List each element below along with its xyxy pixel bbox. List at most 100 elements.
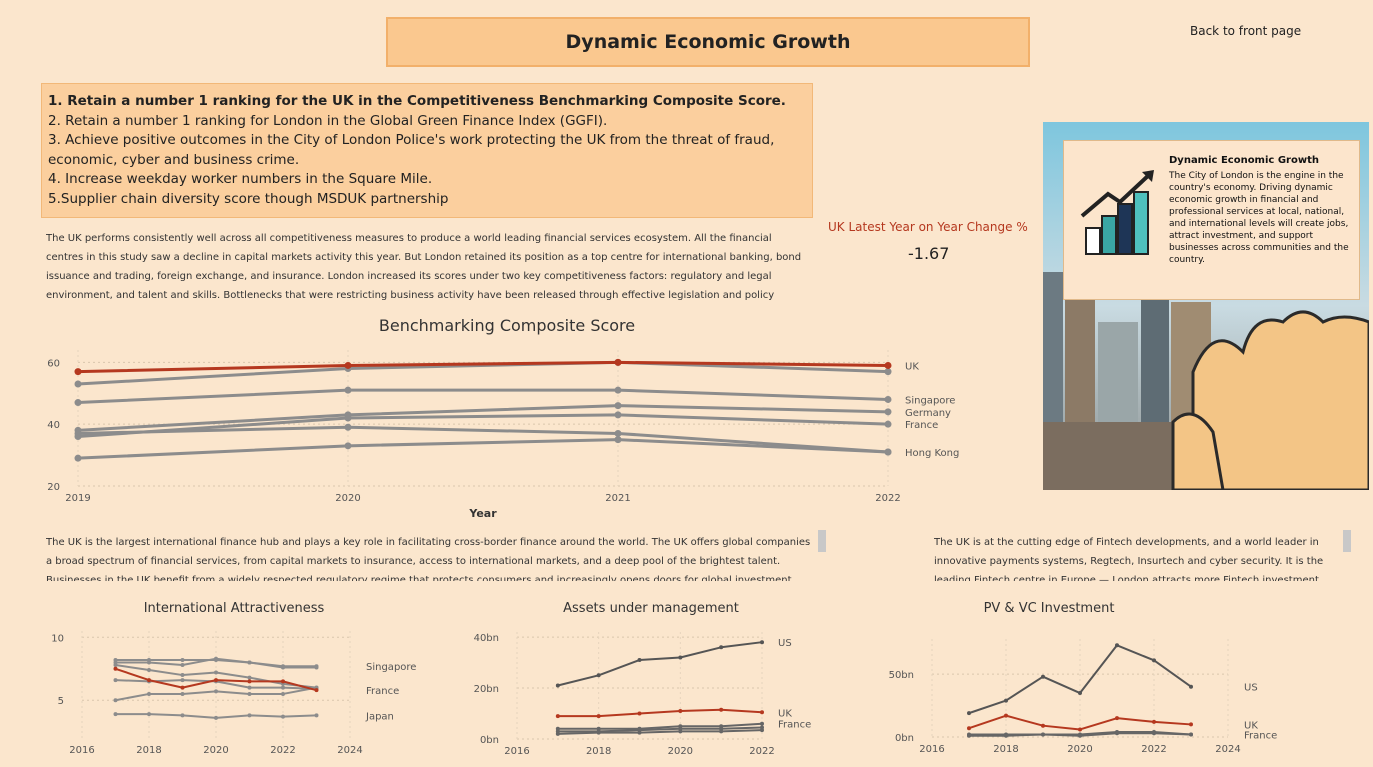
data-point	[1004, 698, 1008, 703]
data-point	[281, 685, 285, 690]
legend-label: Singapore	[905, 395, 955, 406]
data-point	[760, 710, 764, 715]
paragraph: The UK is at the cutting edge of Fintech…	[934, 537, 1324, 581]
page-title: Dynamic Economic Growth	[386, 17, 1030, 67]
data-point	[247, 691, 252, 696]
scrollbar[interactable]	[818, 530, 826, 552]
data-point	[74, 368, 82, 376]
data-point	[884, 408, 892, 416]
data-point	[967, 726, 971, 731]
legend-label: US	[778, 638, 792, 649]
x-tick-label: 2024	[1215, 744, 1240, 755]
data-point	[719, 645, 724, 650]
legend-label: Japan	[365, 711, 394, 722]
data-point	[344, 386, 352, 394]
legend-label: France	[905, 420, 938, 431]
data-point	[1115, 643, 1119, 648]
data-point	[281, 691, 285, 696]
data-point	[884, 448, 892, 456]
data-point	[678, 729, 683, 734]
info-card: Dynamic Economic Growth The City of Lond…	[1063, 140, 1360, 300]
legend-label: UK	[905, 361, 919, 372]
y-tick-label: 40bn	[474, 633, 499, 644]
series-line	[557, 641, 763, 687]
data-point	[344, 414, 352, 422]
data-point	[1041, 732, 1045, 737]
data-point	[637, 730, 642, 735]
data-point	[1004, 713, 1008, 718]
chart-title: PV & VC Investment	[984, 601, 1115, 616]
data-point	[180, 678, 185, 683]
x-tick-label: 2019	[65, 493, 90, 504]
chart-title: Assets under management	[563, 601, 739, 616]
data-point	[614, 358, 622, 366]
data-point	[719, 707, 724, 712]
data-point	[596, 673, 601, 678]
data-point	[247, 679, 252, 684]
data-point	[113, 698, 118, 703]
data-point	[884, 368, 892, 376]
data-point	[1004, 732, 1008, 737]
data-point	[180, 685, 185, 690]
data-point	[147, 691, 151, 696]
data-point	[637, 711, 642, 716]
card-text: The City of London is the engine in the …	[1169, 171, 1349, 265]
data-point	[678, 655, 683, 660]
data-point	[760, 728, 764, 733]
data-point	[1078, 727, 1082, 732]
series-line	[557, 722, 763, 730]
legend-label: France	[1244, 730, 1277, 741]
series-line	[557, 729, 763, 735]
data-point	[884, 395, 892, 403]
data-point	[555, 731, 560, 736]
data-point	[884, 361, 892, 369]
series-line	[968, 714, 1192, 731]
x-tick-label: 2022	[749, 746, 774, 757]
data-point	[74, 399, 82, 407]
series-line	[557, 726, 763, 733]
growth-icon	[1080, 170, 1154, 255]
data-point	[344, 423, 352, 431]
x-tick-label: 2016	[504, 746, 529, 757]
data-point	[614, 429, 622, 437]
y-tick-label: 60	[47, 358, 60, 369]
data-point	[596, 730, 601, 735]
objective: 4. Increase weekday worker numbers in th…	[48, 171, 433, 187]
scrollbar[interactable]	[1343, 530, 1351, 552]
data-point	[214, 670, 218, 675]
data-point	[214, 715, 218, 720]
x-tick-label: 2022	[270, 745, 295, 756]
image-card: Dynamic Economic Growth The City of Lond…	[1043, 122, 1369, 490]
y-tick-label: 40	[47, 420, 60, 431]
x-tick-label: 2020	[203, 745, 228, 756]
data-point	[344, 442, 352, 450]
series-line	[77, 404, 889, 432]
legend-label: Singapore	[366, 662, 416, 673]
legend-label: US	[1244, 683, 1258, 694]
objective: 1. Retain a number 1 ranking for the UK …	[48, 93, 786, 109]
data-point	[214, 656, 218, 661]
series-line	[77, 388, 889, 405]
data-point	[760, 721, 764, 726]
data-point	[247, 685, 252, 690]
legend-label: Hong Kong	[905, 448, 959, 459]
data-point	[180, 673, 185, 678]
data-point	[1189, 732, 1193, 737]
data-point	[1152, 719, 1156, 724]
data-point	[247, 675, 252, 680]
x-tick-label: 2020	[335, 493, 360, 504]
data-point	[314, 713, 319, 718]
data-point	[180, 662, 185, 667]
legend-label: Germany	[905, 408, 951, 419]
x-tick-label: 2020	[1067, 744, 1092, 755]
y-tick-label: 0bn	[895, 733, 914, 744]
x-tick-label: 2018	[993, 744, 1018, 755]
series-line	[557, 708, 763, 718]
back-link[interactable]: Back to front page	[1190, 24, 1302, 38]
legend-label: UK	[778, 708, 792, 719]
data-point	[596, 714, 601, 719]
data-point	[74, 380, 82, 388]
data-point	[967, 711, 971, 716]
